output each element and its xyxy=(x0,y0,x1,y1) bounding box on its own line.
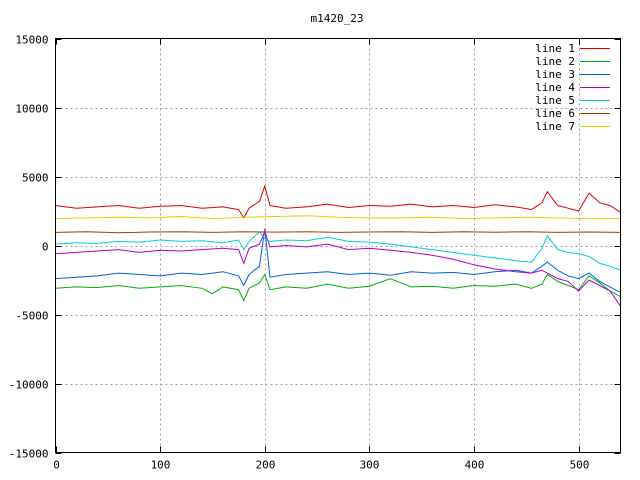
y-tick-label: 15000 xyxy=(15,34,48,47)
axis-ticks: 0 100 200 300 400 500 -15000 -10000 -5000 0 5000 10… xyxy=(9,34,621,472)
y-tick-label: 0 xyxy=(42,241,49,254)
legend-label: line 5 xyxy=(535,94,575,107)
y-tick-label: -10000 xyxy=(9,379,49,392)
legend-label: line 2 xyxy=(535,55,575,68)
x-tick-label: 0 xyxy=(53,459,60,472)
x-tick-label: 300 xyxy=(360,459,380,472)
legend-label: line 3 xyxy=(535,68,575,81)
series-line-2 xyxy=(55,273,621,302)
x-tick-label: 500 xyxy=(570,459,590,472)
series-line-6 xyxy=(55,231,621,234)
x-tick-label: 400 xyxy=(465,459,485,472)
y-tick-label: -15000 xyxy=(9,448,49,461)
x-tick-label: 200 xyxy=(256,459,276,472)
grid xyxy=(55,38,621,453)
y-tick-label: 10000 xyxy=(15,103,48,116)
y-tick-label: 5000 xyxy=(22,172,49,185)
series-line-4 xyxy=(55,230,621,307)
series-line-3 xyxy=(55,228,621,293)
legend-label: line 1 xyxy=(535,42,575,55)
chart-title: m1420_23 xyxy=(311,12,364,25)
series-line-1 xyxy=(55,184,621,219)
y-tick-label: -5000 xyxy=(15,310,48,323)
series-lines xyxy=(55,184,621,307)
legend-label: line 4 xyxy=(535,81,575,94)
legend-label: line 7 xyxy=(535,120,575,133)
legend-label: line 6 xyxy=(535,107,575,120)
series-line-5 xyxy=(55,230,621,271)
series-line-7 xyxy=(55,215,621,220)
plot-frame xyxy=(55,38,621,453)
x-tick-label: 100 xyxy=(151,459,171,472)
